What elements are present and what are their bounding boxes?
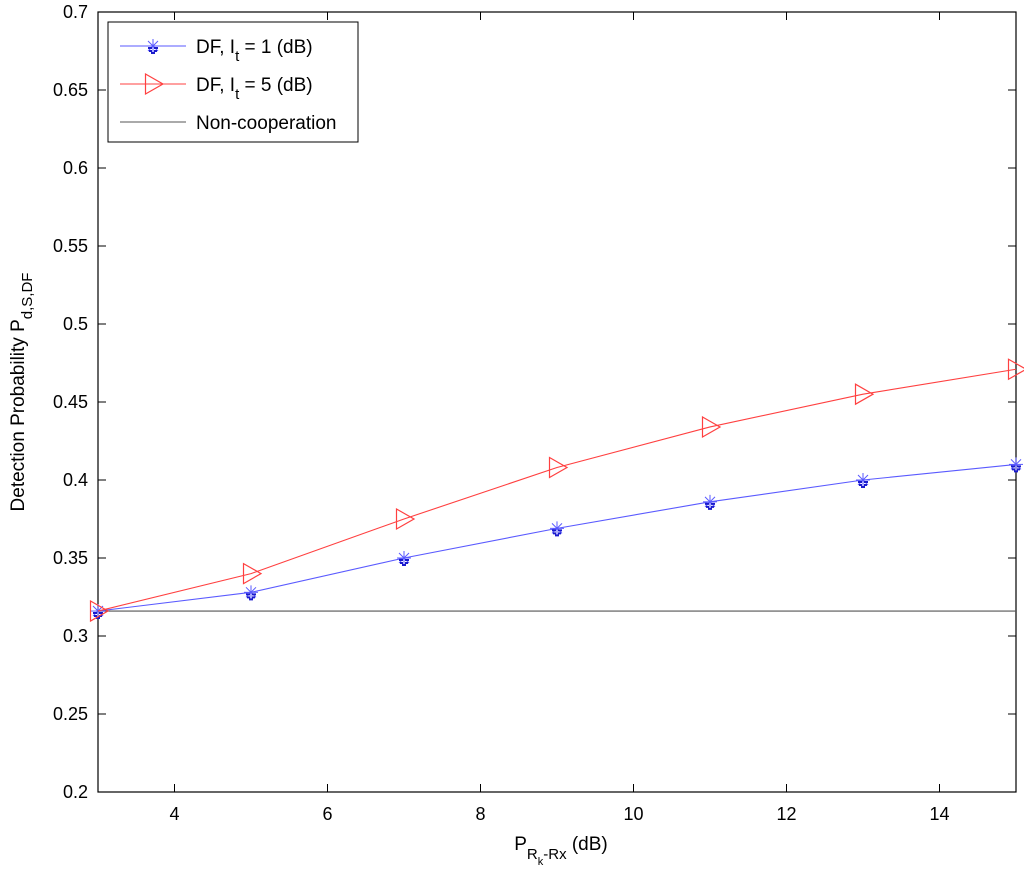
y-tick-label: 0.5: [63, 314, 88, 334]
y-tick-label: 0.4: [63, 470, 88, 490]
y-axis-label: Detection Probability Pd,S,DF: [8, 273, 36, 512]
x-tick-label: 10: [623, 804, 643, 824]
x-tick-label: 6: [322, 804, 332, 824]
legend-label-suffix: = 1 (dB): [239, 37, 312, 58]
y-tick-label: 0.2: [63, 782, 88, 802]
series-2: [89, 358, 1024, 623]
triangle-marker: [1007, 358, 1024, 381]
legend-label-suffix: = 5 (dB): [239, 75, 312, 96]
asterisk-marker: [397, 551, 411, 566]
marker-stroke: [398, 552, 410, 564]
marker-dots: [93, 612, 103, 620]
x-label-main: P: [514, 834, 527, 855]
x-tick-label: 4: [169, 804, 179, 824]
legend-label-prefix: DF, I: [196, 75, 235, 96]
asterisk-marker: [1009, 457, 1023, 473]
y-label-sub: d,S,DF: [19, 273, 36, 320]
series-layer: [89, 358, 1024, 623]
y-tick-label: 0.45: [53, 392, 88, 412]
asterisk-marker: [550, 521, 564, 537]
triangle-marker: [548, 456, 569, 479]
triangle-marker: [395, 507, 416, 531]
x-label-sub-tail: -Rx: [543, 846, 567, 863]
asterisk-marker: [856, 473, 870, 488]
legend-entry: DF, It = 5 (dB): [120, 72, 313, 103]
x-tick-label: 12: [776, 804, 796, 824]
legend-entries: DF, It = 1 (dB)DF, It = 5 (dB)Non-cooper…: [120, 37, 336, 134]
legend-label-sub: t: [235, 86, 240, 103]
legend-label-sub: t: [235, 48, 240, 65]
marker-dots: [858, 481, 868, 488]
triangle-marker: [854, 383, 875, 406]
triangle-marker: [89, 600, 110, 623]
y-tick-label: 0.25: [53, 704, 88, 724]
x-tick-label: 8: [475, 804, 485, 824]
marker-stroke: [704, 496, 716, 508]
series-1: [91, 457, 1023, 620]
x-axis-label: PRk-Rx (dB): [514, 834, 608, 868]
marker-stroke: [551, 523, 563, 534]
marker-dots: [705, 502, 715, 510]
legend-label: Non-cooperation: [196, 113, 336, 134]
marker-stroke: [1010, 459, 1022, 470]
marker-dots: [1011, 465, 1021, 473]
x-label-sub: R: [527, 846, 538, 863]
x-label-subsub: k: [538, 856, 544, 868]
x-label-tail: (dB): [567, 834, 608, 855]
marker-stroke: [245, 586, 257, 598]
asterisk-marker: [244, 585, 258, 601]
triangle-marker: [144, 72, 165, 96]
x-tick-label: 14: [929, 804, 949, 824]
series-line: [97, 368, 1017, 612]
asterisk-marker: [703, 494, 717, 510]
y-tick-label: 0.35: [53, 548, 88, 568]
triangle-marker: [242, 562, 263, 585]
y-tick-label: 0.6: [63, 158, 88, 178]
y-label-main: Detection Probability P: [8, 319, 29, 511]
legend: DF, It = 1 (dB)DF, It = 5 (dB)Non-cooper…: [107, 21, 359, 143]
y-tick-label: 0.55: [53, 236, 88, 256]
marker-dots: [246, 593, 256, 601]
y-tick-label: 0.7: [63, 2, 88, 22]
marker-dots: [148, 47, 158, 54]
marker-dots: [399, 559, 409, 566]
legend-label: DF, It = 5 (dB): [196, 75, 313, 103]
legend-label-prefix: Non-cooperation: [196, 113, 336, 134]
marker-dots: [552, 529, 562, 537]
triangle-marker: [701, 415, 722, 438]
marker-stroke: [147, 40, 159, 52]
legend-label-prefix: DF, I: [196, 37, 235, 58]
legend-entry: Non-cooperation: [120, 113, 336, 134]
axis-ticks: 4 6 8 10 12 14 0.2 0.25 0.3 0.35 0.4 0.45 0.5 0.55 0.6…: [53, 2, 1016, 824]
y-tick-label: 0.65: [53, 80, 88, 100]
marker-stroke: [857, 474, 869, 486]
legend-label: DF, It = 1 (dB): [196, 37, 313, 65]
y-tick-label: 0.3: [63, 626, 88, 646]
asterisk-marker: [146, 39, 160, 54]
legend-entry: DF, It = 1 (dB): [120, 37, 313, 65]
